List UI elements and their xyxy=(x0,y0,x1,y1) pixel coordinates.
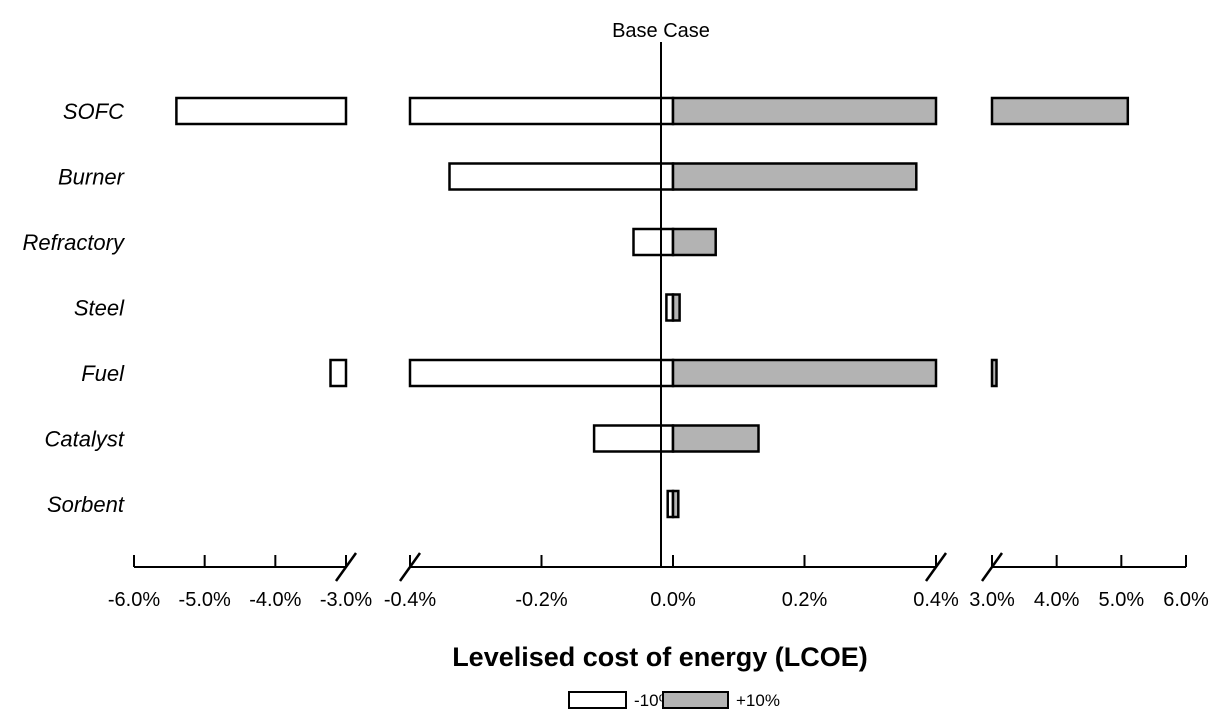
bar-catalyst-plus10 xyxy=(671,424,760,453)
bar-sofc-plus10 xyxy=(671,96,938,126)
bars-layer xyxy=(175,96,1130,519)
category-label-fuel: Fuel xyxy=(81,361,125,386)
tick-label: -6.0% xyxy=(108,589,160,611)
bar-fuel-plus10 xyxy=(671,358,938,388)
x-axis: -6.0% -5.0% -4.0% -3.0% -0.4% -0.2% 0.0% 0.2% 0.… xyxy=(108,552,1209,611)
tick-label: -0.2% xyxy=(515,589,567,611)
legend-swatch-plus10 xyxy=(662,691,729,709)
category-label-catalyst: Catalyst xyxy=(45,427,125,452)
category-label-sorbent: Sorbent xyxy=(47,492,125,517)
tick-label: -0.4% xyxy=(384,589,436,611)
tick-label: 6.0% xyxy=(1163,589,1209,611)
tick-label: -3.0% xyxy=(320,589,372,611)
category-label-burner: Burner xyxy=(58,165,126,190)
tick-label: -4.0% xyxy=(249,589,301,611)
bar-sorbent-plus10 xyxy=(671,489,680,519)
axis-break-mark xyxy=(980,552,1004,582)
axis-break-mark xyxy=(398,552,422,582)
category-label-sofc: SOFC xyxy=(63,99,124,124)
x-axis-title: Levelised cost of energy (LCOE) xyxy=(452,642,868,672)
category-label-refractory: Refractory xyxy=(23,230,126,255)
axis-break-mark xyxy=(334,552,358,582)
legend-label-plus10: +10% xyxy=(736,691,780,710)
bar-fuel-minus10-part2 xyxy=(408,358,675,388)
tick-label: 3.0% xyxy=(969,589,1015,611)
bar-sofc-plus10-part2 xyxy=(990,96,1130,126)
tick-label: 5.0% xyxy=(1099,589,1145,611)
bar-sofc-minus10 xyxy=(175,96,348,126)
bar-burner-minus10 xyxy=(448,162,675,191)
bar-refractory-minus10 xyxy=(632,227,675,257)
bar-fuel-plus10-part2 xyxy=(990,358,998,388)
tick-label: 4.0% xyxy=(1034,589,1080,611)
tick-label: 0.2% xyxy=(782,589,828,611)
base-case-label: Base Case xyxy=(612,20,710,42)
tick-label: 0.0% xyxy=(650,589,696,611)
bar-burner-plus10 xyxy=(671,162,918,191)
tick-label: -5.0% xyxy=(179,589,231,611)
legend: -10% +10% xyxy=(568,691,780,710)
bar-refractory-plus10 xyxy=(671,227,717,257)
category-label-steel: Steel xyxy=(74,296,125,321)
tick-label: 0.4% xyxy=(913,589,959,611)
bar-sofc-minus10-part2 xyxy=(408,96,675,126)
legend-swatch-minus10 xyxy=(568,691,627,709)
bar-fuel-minus10 xyxy=(329,358,348,388)
category-labels: SOFC Burner Refractory Steel Fuel Catalyst Sor… xyxy=(23,99,126,517)
bar-steel-plus10 xyxy=(671,293,681,322)
axis-break-mark xyxy=(924,552,948,582)
